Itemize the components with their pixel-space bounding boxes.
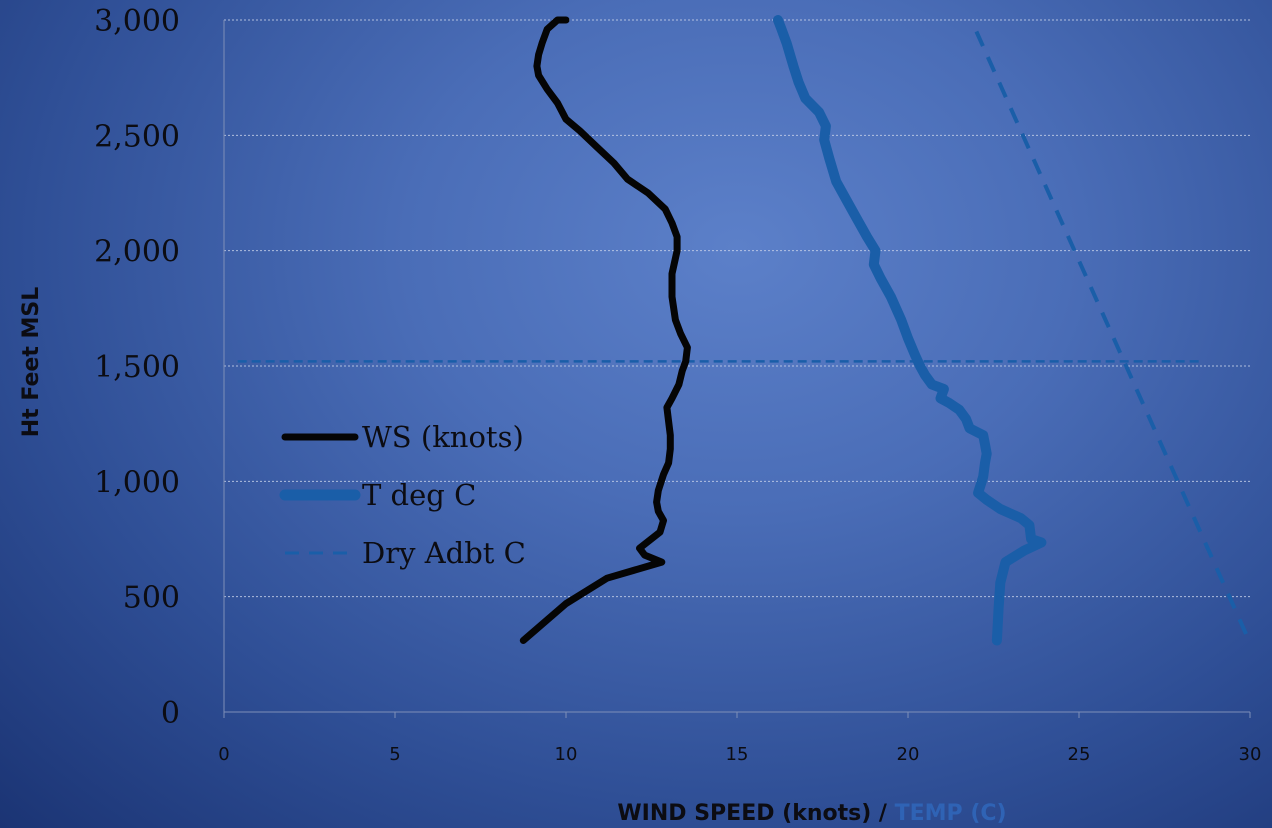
x-tick-labels: 0 5 10 15 20 25 30 xyxy=(218,744,1261,765)
legend: WS (knots) T deg C Dry Adbt C xyxy=(279,420,526,570)
x-tick-label-25: 25 xyxy=(1068,744,1091,765)
x-tick-label-5: 5 xyxy=(389,744,400,765)
x-tick-label-15: 15 xyxy=(726,744,749,765)
series-line-ws xyxy=(519,16,691,644)
x-axis-title: WIND SPEED (knots) / TEMP (C) xyxy=(617,801,1006,826)
x-tick-marks xyxy=(223,712,1251,718)
x-tick-label-20: 20 xyxy=(897,744,920,765)
legend-label-ws: WS (knots) xyxy=(362,420,524,454)
y-tick-label-1,000: 1,000 xyxy=(94,465,180,500)
series-lines xyxy=(519,15,1252,646)
x-tick-label-0: 0 xyxy=(218,744,229,765)
x-axis-title-temp: TEMP (C) xyxy=(895,801,1007,826)
legend-label-temp: T deg C xyxy=(362,478,476,512)
y-axis-title: Ht Feet MSL xyxy=(19,287,44,438)
grid-lines xyxy=(224,19,1250,598)
x-tick-label-10: 10 xyxy=(555,744,578,765)
y-tick-label-500: 500 xyxy=(123,581,180,616)
y-tick-label-0: 0 xyxy=(161,696,180,731)
y-tick-label-2,500: 2,500 xyxy=(94,119,180,154)
x-tick-label-30: 30 xyxy=(1239,744,1262,765)
legend-label-dry-adiabat: Dry Adbt C xyxy=(362,536,526,570)
x-axis-title-wind: WIND SPEED (knots) / xyxy=(617,801,894,826)
y-tick-label-2,000: 2,000 xyxy=(94,235,180,270)
y-tick-labels: 0 500 1,000 1,500 2,000 2,500 3,000 xyxy=(94,4,180,731)
y-tick-label-1,500: 1,500 xyxy=(94,350,180,385)
y-tick-label-3,000: 3,000 xyxy=(94,4,180,39)
series-line-temp xyxy=(773,15,1047,646)
